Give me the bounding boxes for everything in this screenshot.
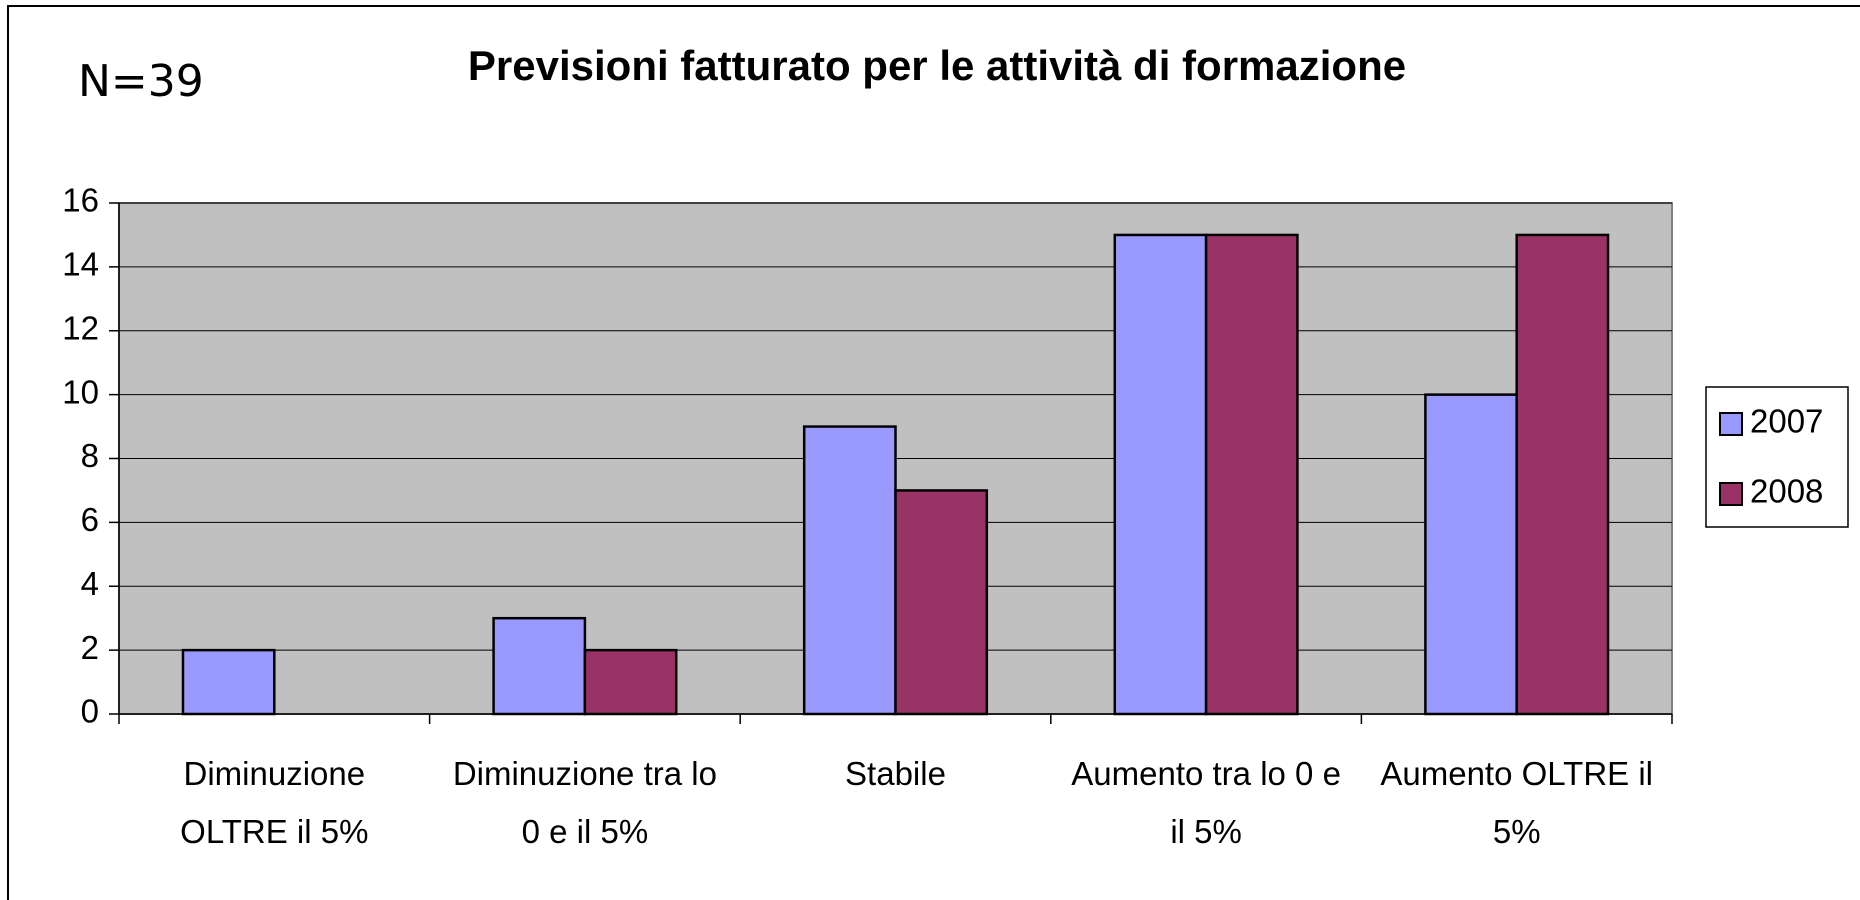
bar [1113, 233, 1208, 716]
y-tick-label: 4 [81, 565, 99, 602]
y-tick-label: 14 [62, 246, 99, 283]
y-tick-label: 6 [81, 501, 99, 538]
bar [1515, 233, 1610, 716]
annotation: N=39 [78, 56, 204, 107]
y-tick-label: 2 [81, 629, 99, 666]
legend-label: 2008 [1750, 473, 1823, 510]
x-tick-label: Diminuzione OLTRE il 5% [180, 755, 368, 850]
legend-label: 2007 [1750, 403, 1823, 440]
x-tick-label: Diminuzione tra lo 0 e il 5% [453, 755, 717, 850]
bar [894, 489, 989, 716]
x-tick-label: Aumento tra lo 0 e il 5% [1071, 755, 1341, 850]
y-tick-label: 0 [81, 693, 99, 730]
bar [181, 648, 276, 716]
bar [1424, 393, 1518, 716]
bar [492, 616, 587, 716]
y-tick-label: 8 [81, 437, 99, 474]
x-tick-label: Stabile [845, 755, 946, 792]
legend-swatch [1719, 412, 1743, 436]
y-tick-label: 16 [62, 182, 99, 219]
legend-swatch [1719, 482, 1743, 506]
bar [583, 648, 678, 716]
y-tick-label: 10 [62, 373, 99, 410]
y-tick-label: 12 [62, 309, 99, 346]
chart-title: Previsioni fatturato per le attività di … [468, 42, 1406, 89]
bar [802, 425, 897, 716]
bar [1204, 233, 1299, 716]
x-tick-label: Aumento OLTRE il 5% [1380, 755, 1653, 850]
